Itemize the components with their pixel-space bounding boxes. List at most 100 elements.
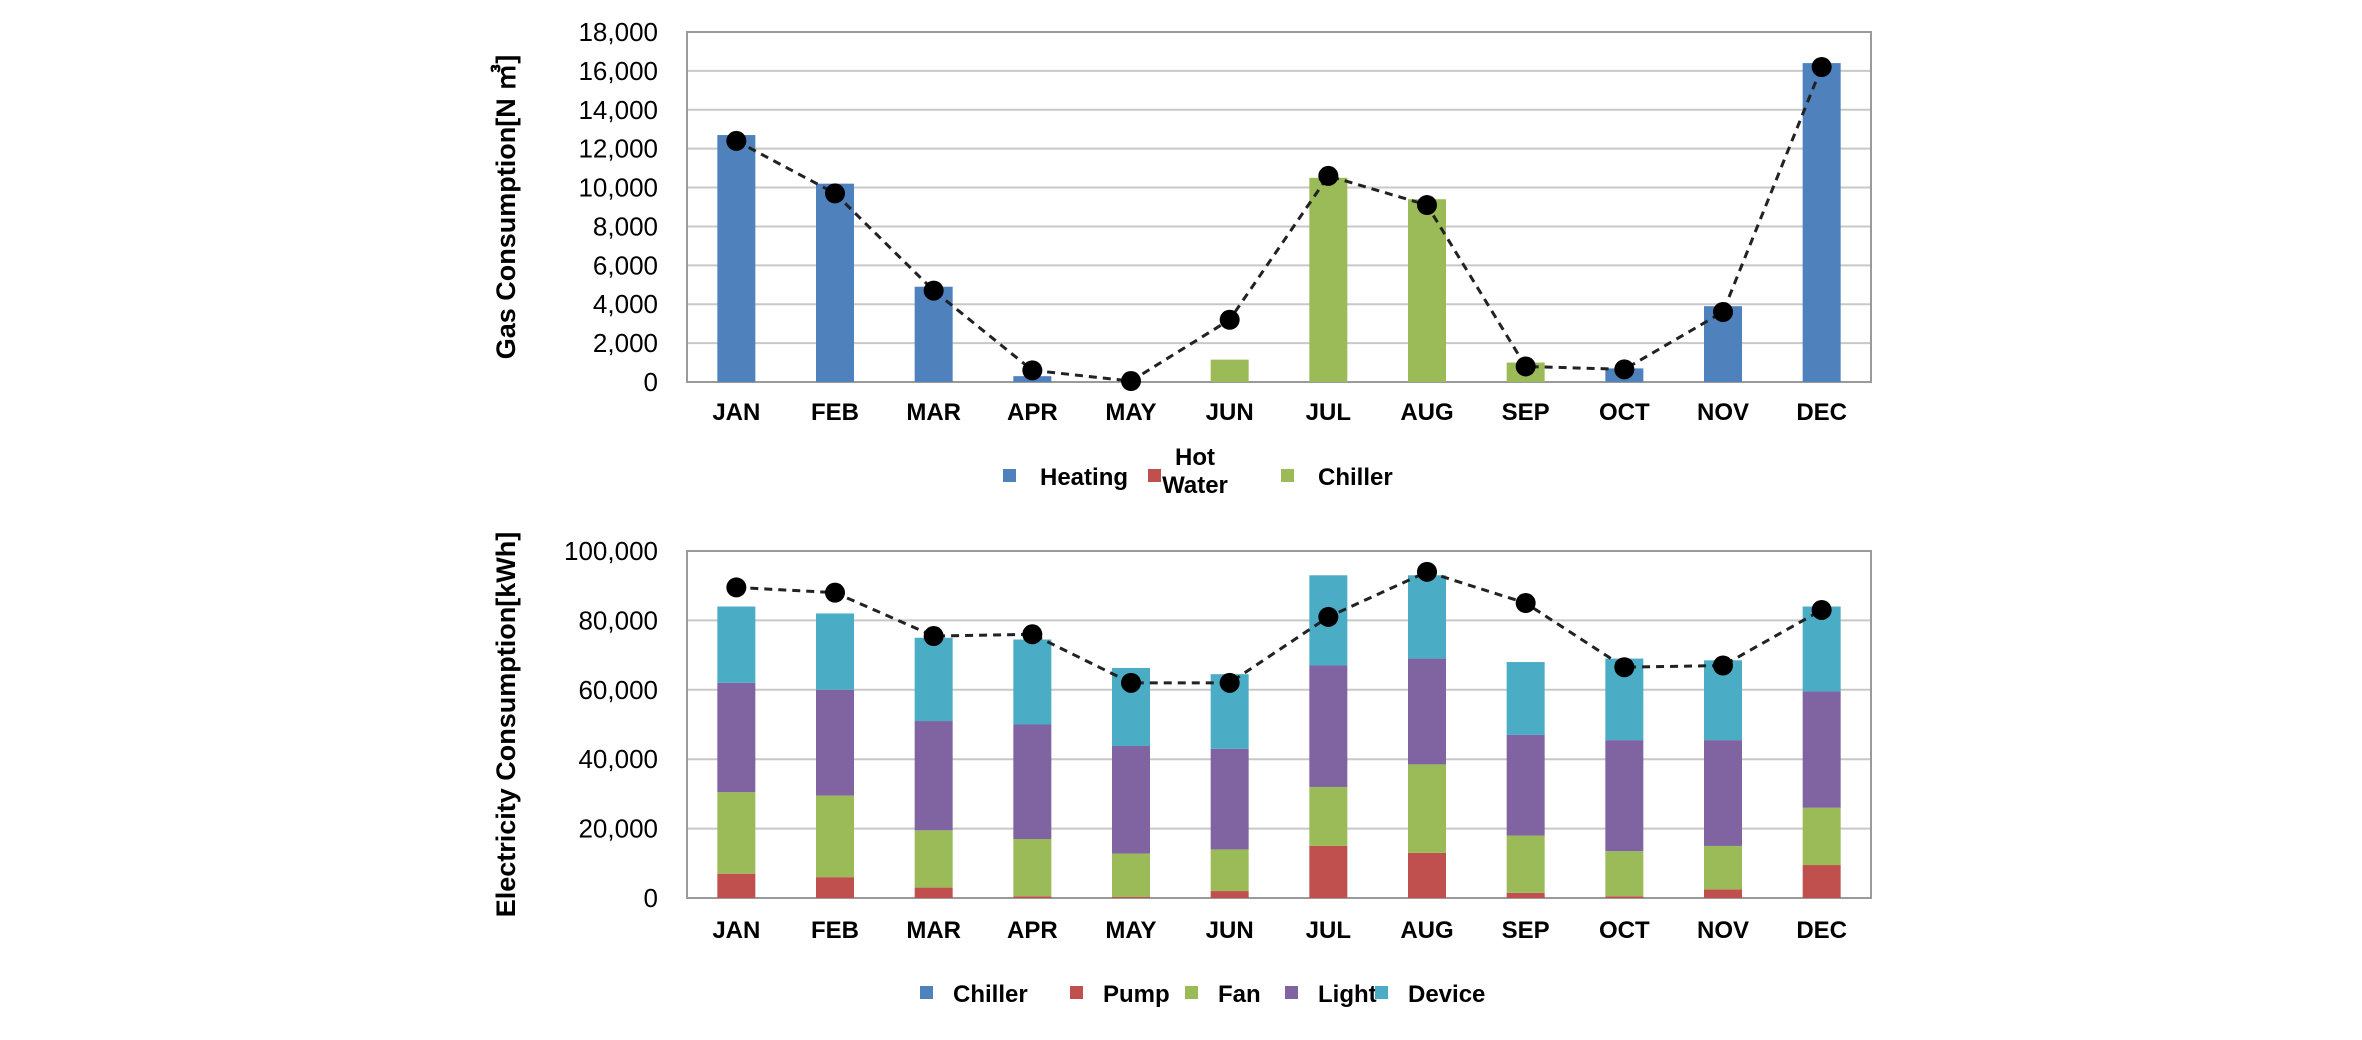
bar-heating: [1802, 63, 1841, 382]
legend-label: Heating: [1040, 464, 1128, 491]
bar-device: [1013, 639, 1052, 725]
line-point: [1713, 655, 1733, 676]
bar-light: [1506, 734, 1545, 836]
chart-1: 0 2,000 4,000 6,000 8,000 10,000 12,000 14,000 1…: [490, 17, 1872, 499]
bar-fan: [1605, 851, 1644, 897]
line-point: [1022, 624, 1043, 645]
bar-chiller: [1210, 359, 1249, 382]
bar-fan: [1408, 764, 1446, 853]
line-point: [1417, 561, 1437, 582]
bar-fan: [717, 792, 756, 874]
line-point: [1713, 302, 1733, 322]
x-tick-label: AUG: [1400, 917, 1453, 944]
bar-pump: [1704, 889, 1742, 898]
bar-light: [914, 721, 953, 831]
line-point: [1811, 57, 1832, 77]
x-tick-label: DEC: [1796, 399, 1847, 426]
y-tick-label: 100,000: [564, 536, 658, 566]
x-tick-label: AUG: [1400, 399, 1453, 426]
legend-label: Device: [1408, 981, 1485, 1008]
bar-light: [1309, 665, 1348, 787]
bar-heating: [816, 183, 854, 382]
legend-label: Pump: [1103, 981, 1170, 1008]
bar-pump: [914, 887, 953, 898]
bar-pump: [1506, 892, 1545, 898]
bar-fan: [1802, 807, 1841, 866]
line-point: [1121, 672, 1141, 693]
x-tick-label: JAN: [712, 917, 760, 944]
bar-pump: [1408, 852, 1446, 898]
x-tick-label: NOV: [1697, 917, 1749, 944]
x-tick-label: JUL: [1306, 917, 1351, 944]
y-tick-label: 6,000: [593, 250, 658, 280]
legend-label: Chiller: [1318, 464, 1393, 491]
x-tick-label: APR: [1007, 399, 1058, 426]
y-axis-label: Electricity Consumption[kWh]: [491, 532, 521, 918]
line-point: [825, 183, 845, 204]
bar-pump: [1013, 896, 1052, 898]
bar-light: [1704, 740, 1742, 846]
y-tick-label: 0: [644, 883, 658, 913]
x-tick-label: OCT: [1599, 399, 1650, 426]
x-tick-label: SEP: [1502, 399, 1550, 426]
bar-chiller: [1408, 199, 1446, 382]
line-point: [1022, 360, 1043, 381]
line-point: [1219, 309, 1240, 330]
line-point: [1811, 599, 1832, 620]
line-point: [726, 130, 747, 151]
line-point: [923, 626, 944, 647]
bar-light: [1112, 746, 1150, 854]
line-point: [1614, 657, 1635, 678]
y-tick-label: 18,000: [578, 17, 658, 47]
y-tick-label: 8,000: [593, 211, 658, 241]
bar-light: [1408, 658, 1446, 765]
x-tick-label: DEC: [1796, 917, 1847, 944]
x-tick-label: FEB: [811, 399, 859, 426]
x-tick-label: JAN: [712, 399, 760, 426]
legend-label: Light: [1318, 981, 1377, 1008]
bar-light: [816, 689, 854, 796]
y-tick-label: 0: [644, 367, 658, 397]
y-tick-label: 16,000: [578, 56, 658, 86]
bar-heating: [717, 135, 756, 382]
y-tick-label: 2,000: [593, 328, 658, 358]
line-point: [825, 582, 845, 603]
legend-label: Hot Water: [1162, 444, 1228, 499]
legend-swatch: [1375, 986, 1388, 999]
line-point: [1614, 359, 1635, 380]
line-point: [1515, 593, 1536, 614]
legend-swatch: [1148, 469, 1161, 482]
y-tick-label: 12,000: [578, 134, 658, 164]
total-line: [735, 66, 1824, 383]
x-tick-label: MAY: [1105, 917, 1156, 944]
y-tick-label: 14,000: [578, 95, 658, 125]
bar-fan: [914, 830, 953, 888]
bar-fan: [1013, 839, 1052, 897]
bar-light: [1802, 691, 1841, 808]
line-point: [1219, 672, 1240, 693]
legend-label: Chiller: [953, 981, 1028, 1008]
x-tick-label: JUL: [1306, 399, 1351, 426]
line-point: [1318, 606, 1339, 627]
bar-fan: [1506, 835, 1545, 893]
legend-swatch: [1281, 469, 1294, 482]
legend-swatch: [1003, 469, 1016, 482]
bar-chiller: [1309, 177, 1348, 382]
y-tick-label: 4,000: [593, 289, 658, 319]
bar-fan: [1309, 786, 1348, 846]
bar-fan: [816, 795, 854, 878]
y-tick-label: 20,000: [578, 814, 658, 844]
bar-device: [1408, 575, 1446, 659]
y-tick-label: 60,000: [578, 675, 658, 705]
bar-light: [1013, 724, 1052, 840]
x-tick-label: OCT: [1599, 917, 1650, 944]
line-point: [1417, 195, 1437, 216]
x-tick-label: JUN: [1206, 399, 1254, 426]
bar-pump: [816, 877, 854, 898]
x-tick-label: SEP: [1502, 917, 1550, 944]
y-tick-label: 80,000: [578, 605, 658, 635]
bar-fan: [1112, 853, 1150, 897]
line-point: [1515, 356, 1536, 377]
